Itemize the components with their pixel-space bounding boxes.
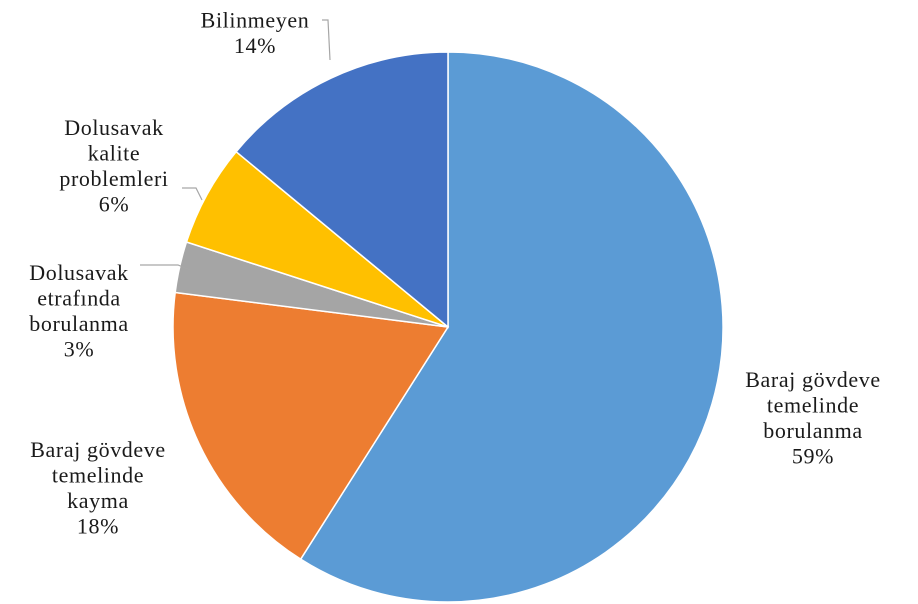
leader-lines xyxy=(140,19,331,271)
slice-value-label: 59% xyxy=(792,443,834,468)
leader-line-5 xyxy=(322,19,331,61)
slice-category-label: kayma xyxy=(67,488,129,513)
slice-value-label: 14% xyxy=(234,33,276,58)
slice-category-label: Baraj gövdeve xyxy=(745,367,880,392)
slice-category-label: temelinde xyxy=(52,462,144,487)
slice-value-label: 6% xyxy=(99,191,130,216)
slice-category-label: Dolusavak xyxy=(64,115,164,140)
slice-category-label: etrafında xyxy=(37,285,121,310)
pie-slice-5 xyxy=(235,51,449,329)
slice-category-label: borulanma xyxy=(763,418,862,443)
slice-category-label: Dolusavak xyxy=(29,260,129,285)
slice-category-label: Bilinmeyen xyxy=(201,7,310,32)
pie-slice-2 xyxy=(172,291,450,561)
pie-slice-1 xyxy=(299,51,724,603)
slice-value-label: 3% xyxy=(64,336,95,361)
leader-line-3 xyxy=(140,264,191,271)
leader-line-4 xyxy=(182,187,203,201)
slice-category-label: borulanma xyxy=(29,311,128,336)
slice-category-label: Baraj gövdeve xyxy=(30,437,165,462)
slice-category-label: problemleri xyxy=(59,166,168,191)
pie-slices xyxy=(172,51,724,603)
slice-value-label: 18% xyxy=(77,513,119,538)
slice-labels: Baraj gövdevetemelindeborulanma59%Baraj … xyxy=(29,7,880,538)
slice-category-label: temelinde xyxy=(767,392,859,417)
slice-category-label: kalite xyxy=(88,140,140,165)
